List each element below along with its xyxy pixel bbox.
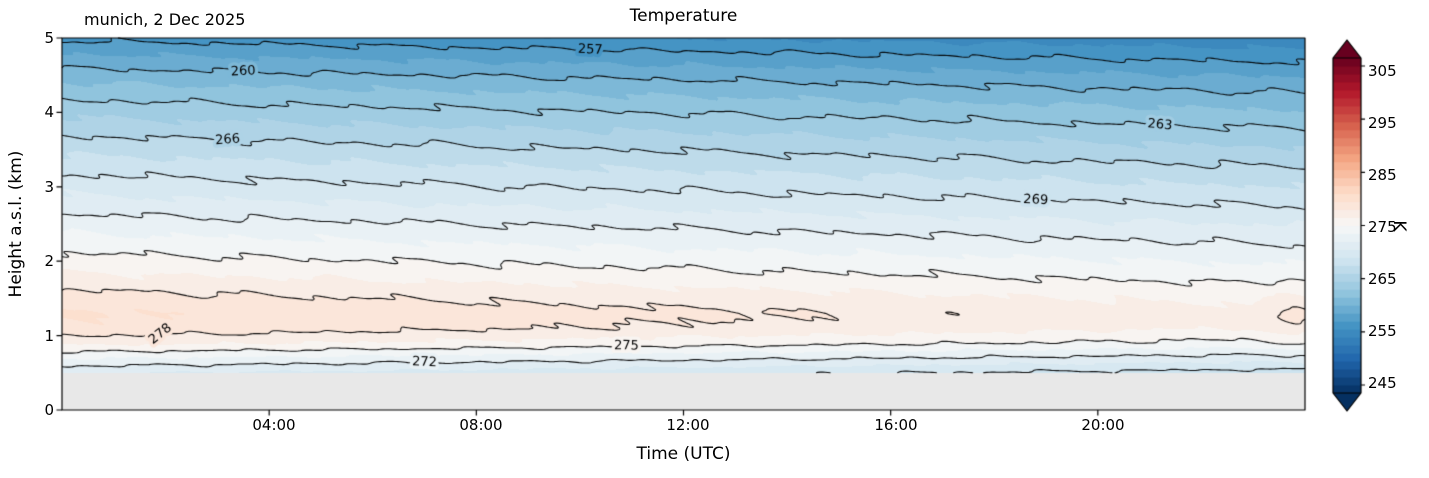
y-tick-label: 1 [44,327,54,345]
colorbar-tick-label: 275 [1368,218,1397,236]
y-axis-label: Height a.s.l. (km) [6,150,26,298]
y-tick-label: 5 [44,29,54,47]
y-tick-label: 3 [44,178,54,196]
station-date-annotation: munich, 2 Dec 2025 [84,10,246,29]
x-axis-label: Time (UTC) [636,444,731,464]
colorbar-tick-label: 255 [1368,322,1397,340]
y-tick-label: 2 [44,252,54,270]
x-tick-label: 08:00 [459,416,503,434]
y-tick-label: 0 [44,401,54,419]
x-tick-label: 04:00 [252,416,296,434]
colorbar-tick-label: 265 [1368,270,1397,288]
x-tick-label: 12:00 [666,416,710,434]
chart-title: Temperature [629,6,738,26]
colorbar-tick-label: 295 [1368,114,1397,132]
x-tick-label: 20:00 [1081,416,1125,434]
colorbar-tick-label: 285 [1368,166,1397,184]
colorbar-tick-label: 245 [1368,374,1397,392]
colorbar-tick-label: 305 [1368,62,1397,80]
x-tick-label: 16:00 [874,416,918,434]
y-tick-label: 4 [44,103,54,121]
